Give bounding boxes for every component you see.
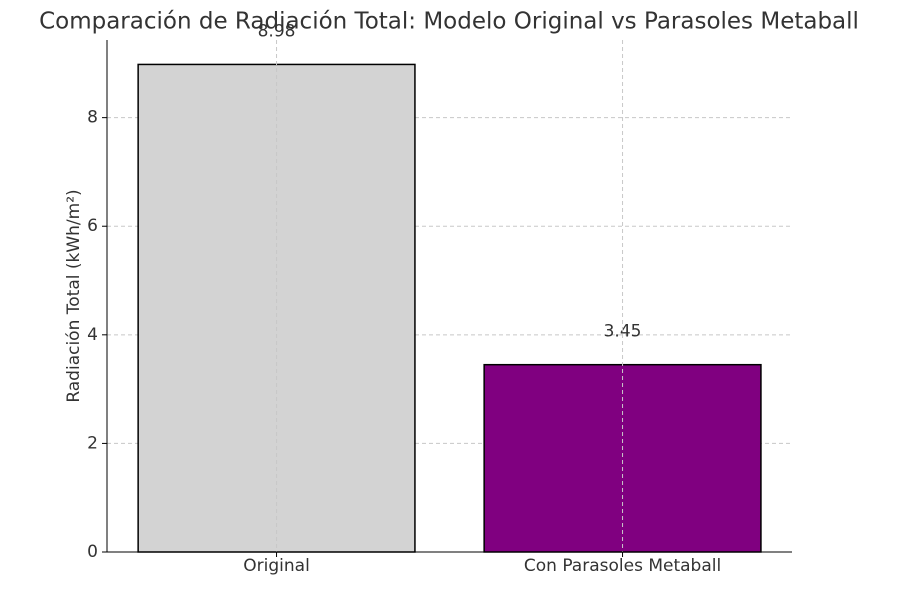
y-tick-label: 2 [87,433,98,453]
x-tick-label: Original [243,556,310,576]
y-tick-label: 8 [87,108,98,128]
bar [483,363,762,553]
x-tick-label: Con Parasoles Metaball [524,556,721,576]
y-axis-label: Radiación Total (kWh/m²) [64,189,84,402]
y-tick-label: 0 [87,542,98,562]
value-label: 8.98 [258,21,296,41]
value-label: 3.45 [604,322,642,342]
y-tick-label: 4 [87,325,98,345]
y-tick-label: 6 [87,216,98,236]
chart-title: Comparación de Radiación Total: Modelo O… [39,9,859,35]
